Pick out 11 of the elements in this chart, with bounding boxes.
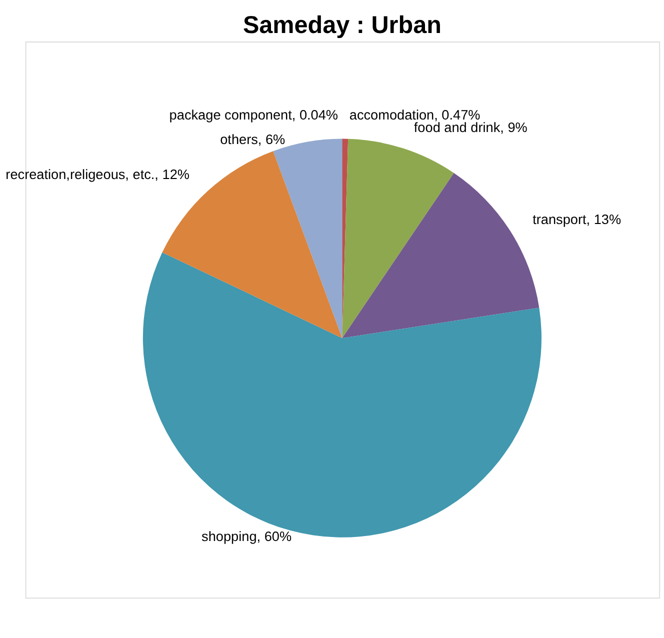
slice-label: shopping, 60% xyxy=(202,529,292,544)
slice-label: transport, 13% xyxy=(532,212,622,227)
pie-slice xyxy=(162,151,342,338)
pie-slice xyxy=(342,138,454,338)
slice-label: food and drink, 9% xyxy=(414,120,528,135)
slice-label: recreation,religeous, etc., 12% xyxy=(6,167,190,182)
slice-label: accomodation, 0.47% xyxy=(349,107,480,122)
slice-label: package component, 0.04% xyxy=(169,107,338,122)
slice-label: others, 6% xyxy=(220,132,286,147)
pie-slice xyxy=(342,138,348,338)
chart-title: Sameday : Urban xyxy=(242,12,442,39)
